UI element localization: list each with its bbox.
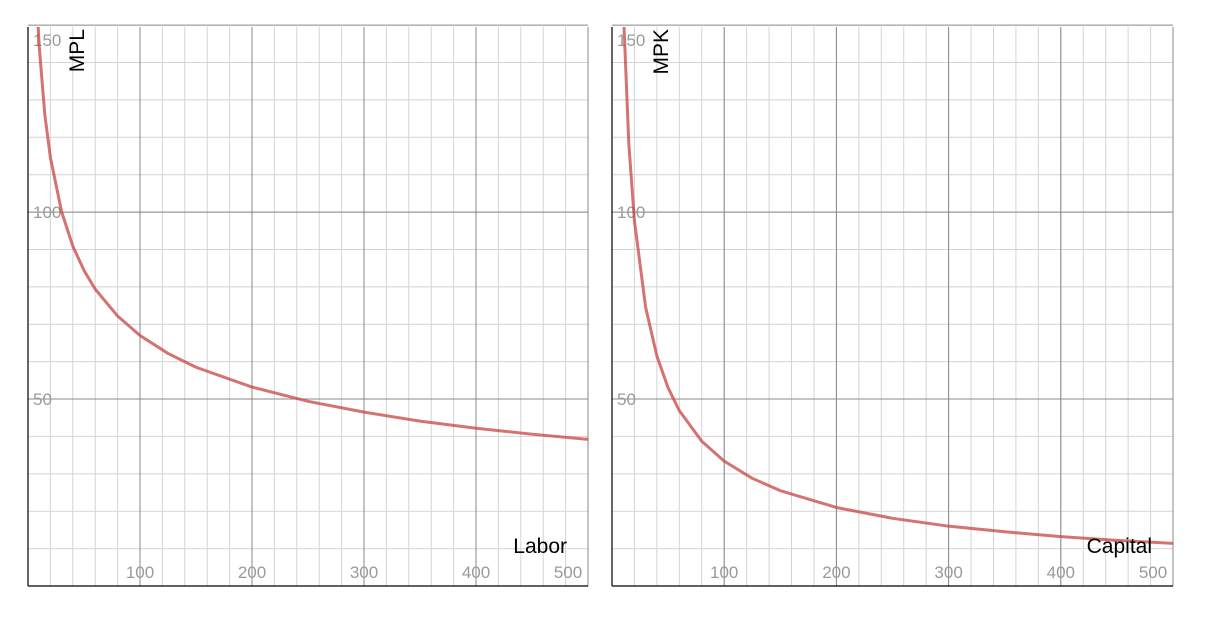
x-tick-label: 400 [1047, 563, 1075, 582]
y-tick-label: 100 [617, 203, 645, 222]
x-tick-label: 500 [1139, 563, 1167, 582]
x-tick-label: 300 [934, 563, 962, 582]
x-tick-label: 500 [554, 563, 582, 582]
curve-group [36, 27, 588, 441]
y-tick-label: 50 [617, 390, 636, 409]
x-tick-label: 400 [462, 563, 490, 582]
x-tick-label: 200 [822, 563, 850, 582]
curve-group [622, 27, 1173, 545]
x-tick-label: 100 [126, 563, 154, 582]
y-tick-label: 100 [33, 203, 61, 222]
x-tick-label: 100 [710, 563, 738, 582]
y-tick-label: 150 [617, 31, 645, 50]
x-axis-label: Labor [513, 535, 567, 558]
x-tick-label: 200 [238, 563, 266, 582]
x-tick-label: 300 [350, 563, 378, 582]
y-tick-label: 50 [33, 390, 52, 409]
graph-panel: 100 200 300 400 500 50 100 150 MPK Capital [611, 24, 1174, 587]
curve [36, 27, 588, 441]
y-axis-label: MPL [66, 29, 89, 72]
x-axis-label: Capital [1087, 535, 1152, 558]
y-axis-label: MPK [650, 29, 673, 75]
curve [622, 27, 1173, 545]
